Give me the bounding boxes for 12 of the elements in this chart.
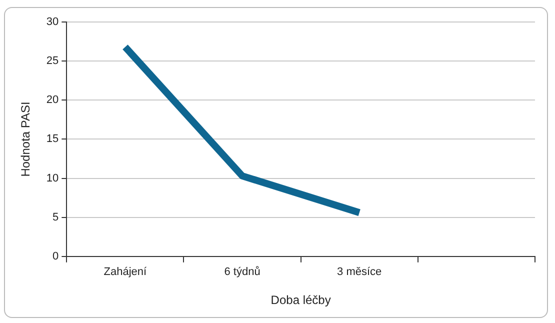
y-tick-label: 0 [52, 250, 59, 262]
x-tick-label: 6 týdnů [224, 266, 260, 278]
x-axis-title: Doba léčby [270, 293, 331, 308]
y-tick-label: 5 [52, 211, 59, 224]
y-tick-label: 15 [46, 133, 59, 146]
y-axis-title: Hodnota PASI [18, 102, 33, 177]
y-tick-label: 25 [46, 55, 59, 68]
y-tick-label: 30 [46, 16, 59, 28]
y-tick-label: 10 [46, 172, 59, 184]
x-tick-label: 3 měsíce [337, 266, 382, 278]
x-tick-label: Zahájení [104, 266, 148, 278]
y-tick-label: 20 [46, 94, 59, 106]
